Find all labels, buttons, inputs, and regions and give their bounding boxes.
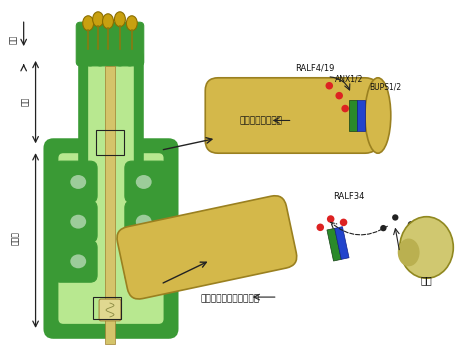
Bar: [349, 100, 357, 131]
Circle shape: [341, 105, 349, 112]
FancyBboxPatch shape: [99, 299, 121, 321]
Circle shape: [327, 215, 335, 223]
Circle shape: [380, 225, 386, 231]
FancyBboxPatch shape: [86, 22, 104, 66]
Ellipse shape: [102, 14, 113, 29]
Text: 柱头: 柱头: [9, 34, 18, 44]
FancyBboxPatch shape: [117, 196, 297, 299]
FancyBboxPatch shape: [54, 241, 97, 282]
Circle shape: [392, 214, 399, 221]
Circle shape: [326, 82, 333, 90]
Circle shape: [408, 221, 414, 227]
FancyBboxPatch shape: [126, 22, 144, 66]
Text: BUPS1/2: BUPS1/2: [369, 83, 401, 92]
FancyBboxPatch shape: [54, 161, 97, 203]
FancyBboxPatch shape: [54, 201, 97, 242]
Text: 花粉管爆炸、释放精细胞: 花粉管爆炸、释放精细胞: [201, 294, 259, 303]
FancyBboxPatch shape: [205, 78, 378, 153]
FancyBboxPatch shape: [125, 161, 169, 203]
Bar: [357, 100, 365, 131]
Bar: [96, 130, 124, 155]
Bar: [93, 297, 121, 319]
FancyBboxPatch shape: [96, 22, 114, 66]
Ellipse shape: [136, 175, 152, 189]
Ellipse shape: [92, 12, 103, 27]
Circle shape: [317, 223, 324, 231]
Text: RALF4/19: RALF4/19: [296, 64, 335, 73]
FancyBboxPatch shape: [125, 241, 169, 282]
Text: 花粉管维持完整性: 花粉管维持完整性: [240, 116, 283, 125]
Text: 花柱: 花柱: [21, 97, 30, 106]
FancyBboxPatch shape: [45, 139, 177, 338]
Circle shape: [336, 92, 343, 100]
Ellipse shape: [398, 238, 419, 266]
Ellipse shape: [70, 215, 86, 229]
FancyBboxPatch shape: [76, 22, 94, 66]
FancyBboxPatch shape: [88, 58, 134, 173]
Text: ANX1/2: ANX1/2: [335, 75, 363, 84]
Ellipse shape: [70, 175, 86, 189]
Ellipse shape: [365, 78, 391, 153]
Circle shape: [340, 219, 347, 226]
Ellipse shape: [136, 255, 152, 268]
Bar: [335, 227, 349, 260]
Ellipse shape: [114, 12, 125, 27]
Ellipse shape: [70, 255, 86, 268]
FancyBboxPatch shape: [116, 22, 134, 66]
Ellipse shape: [127, 16, 137, 31]
Text: 胚囊: 胚囊: [420, 275, 432, 285]
FancyBboxPatch shape: [58, 153, 164, 324]
FancyBboxPatch shape: [79, 52, 143, 164]
Ellipse shape: [400, 217, 453, 278]
Text: RALF34: RALF34: [333, 192, 365, 201]
Bar: [105, 66, 115, 344]
Ellipse shape: [136, 215, 152, 229]
Text: 子房室: 子房室: [11, 232, 20, 246]
Ellipse shape: [82, 16, 94, 31]
FancyBboxPatch shape: [125, 201, 169, 242]
Bar: [327, 228, 341, 261]
FancyBboxPatch shape: [106, 22, 124, 66]
